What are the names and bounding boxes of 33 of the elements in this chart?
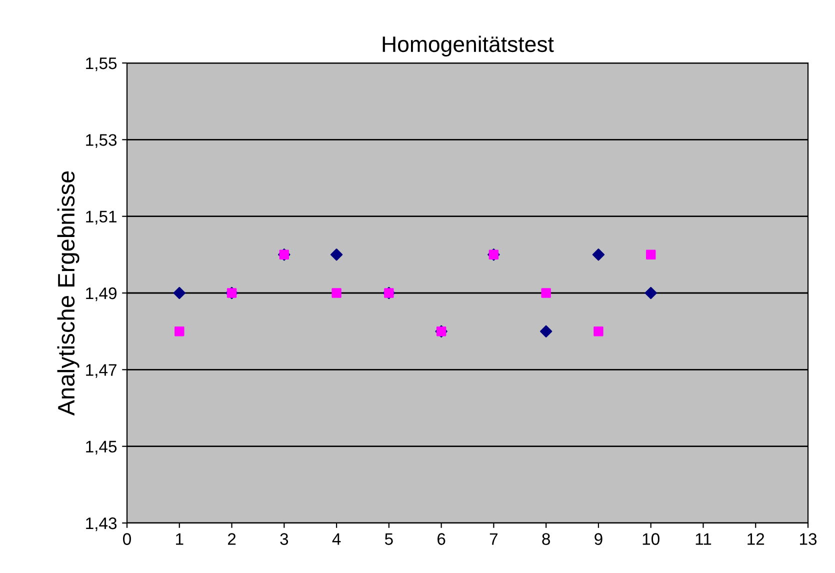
x-tick-label: 12: [748, 533, 764, 545]
point: [592, 248, 605, 261]
x-tick-label: 3: [280, 533, 288, 545]
y-tick-label: 1,45: [86, 440, 117, 455]
x-tick-label: 1: [176, 533, 184, 545]
y-tick-label: 1,43: [86, 517, 117, 532]
point: [332, 288, 342, 298]
point: [594, 326, 604, 336]
point: [644, 286, 657, 300]
point: [174, 326, 184, 336]
point: [646, 250, 656, 260]
x-tick-label: 9: [594, 533, 602, 545]
point: [540, 325, 552, 338]
x-tick-label: 10: [642, 533, 660, 545]
y-tick-label: 1,53: [86, 134, 117, 148]
y-tick-label: 1,47: [86, 364, 116, 378]
x-tick-label: 6: [438, 533, 446, 545]
x-tick-label: 7: [490, 533, 498, 545]
x-tick-label: 2: [228, 533, 236, 545]
x-tick-label: 11: [696, 533, 712, 545]
y-axis-title: Analytische Ergebnisse: [57, 171, 80, 416]
x-tick-label: 0: [123, 533, 131, 545]
point: [541, 288, 551, 298]
x-tick-label: 13: [800, 533, 817, 545]
y-tick-label: 1,49: [86, 287, 116, 302]
point: [330, 248, 343, 261]
x-tick-label: 4: [332, 533, 341, 545]
x-tick-label: 8: [542, 533, 550, 545]
y-tick-label: 1,55: [86, 58, 117, 72]
x-tick-label: 5: [384, 533, 393, 545]
chart-title: Homogenitätstest: [382, 36, 554, 56]
point: [173, 286, 186, 300]
y-tick-label: 1,51: [86, 210, 116, 225]
